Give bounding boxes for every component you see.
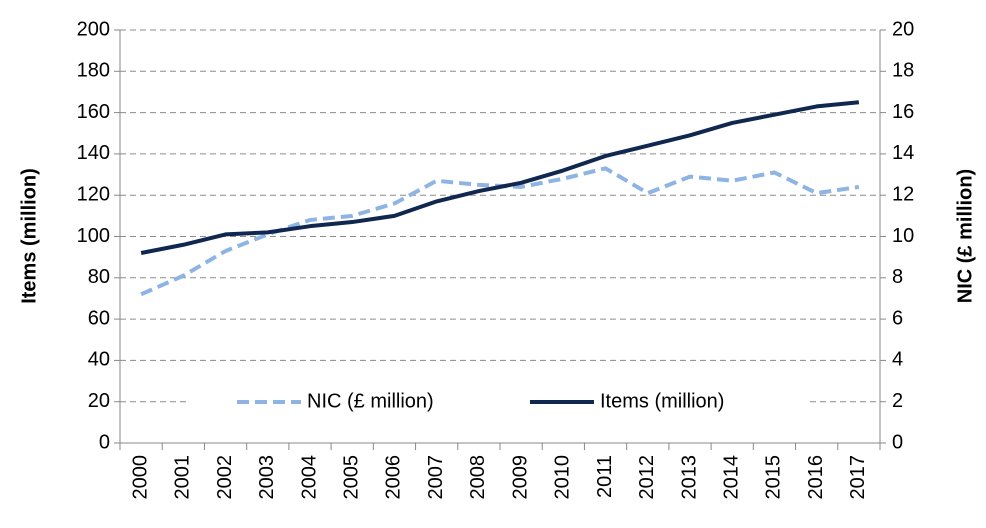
y-tick-label: 60: [88, 307, 110, 329]
x-tick-label: 2014: [721, 455, 743, 500]
y2-axis-title: NIC (£ million): [954, 169, 976, 303]
x-tick-label: 2017: [847, 455, 869, 500]
y-tick-label: 100: [77, 225, 110, 247]
y-tick-label: 160: [77, 101, 110, 123]
y-tick-label: 200: [77, 18, 110, 40]
y2-tick-label: 2: [892, 390, 903, 412]
y-tick-label: 80: [88, 266, 110, 288]
y2-tick-label: 18: [892, 60, 914, 82]
y-axis-title: Items (million): [18, 168, 40, 304]
x-tick-label: 2015: [763, 455, 785, 500]
x-tick-label: 2007: [425, 455, 447, 500]
x-tick-label: 2006: [383, 455, 405, 500]
x-tick-label: 2005: [341, 455, 363, 500]
y2-tick-label: 20: [892, 18, 914, 40]
y-tick-label: 0: [99, 431, 110, 453]
y2-tick-label: 4: [892, 349, 903, 371]
y-tick-label: 180: [77, 60, 110, 82]
x-tick-label: 2008: [467, 455, 489, 500]
legend-label: NIC (£ million): [307, 390, 434, 412]
y-tick-label: 120: [77, 183, 110, 205]
x-tick-label: 2002: [214, 455, 236, 500]
x-tick-label: 2003: [256, 455, 278, 500]
y2-tick-label: 6: [892, 307, 903, 329]
y-tick-label: 20: [88, 390, 110, 412]
y2-tick-label: 10: [892, 225, 914, 247]
y2-tick-label: 12: [892, 183, 914, 205]
y2-tick-label: 8: [892, 266, 903, 288]
y2-tick-label: 14: [892, 142, 914, 164]
x-tick-label: 2010: [552, 455, 574, 500]
x-tick-label: 2000: [129, 455, 151, 500]
series-line: [140, 100, 860, 255]
y2-tick-label: 0: [892, 431, 903, 453]
y2-tick-label: 16: [892, 101, 914, 123]
y-tick-label: 40: [88, 349, 110, 371]
x-tick-label: 2009: [509, 455, 531, 500]
x-tick-label: 2013: [678, 455, 700, 500]
x-tick-label: 2004: [298, 455, 320, 500]
x-tick-label: 2011: [594, 455, 616, 498]
legend-label: Items (million): [600, 390, 724, 412]
y-tick-label: 140: [77, 142, 110, 164]
x-tick-label: 2001: [172, 455, 194, 500]
x-tick-label: 2016: [805, 455, 827, 500]
x-tick-label: 2012: [636, 455, 658, 500]
